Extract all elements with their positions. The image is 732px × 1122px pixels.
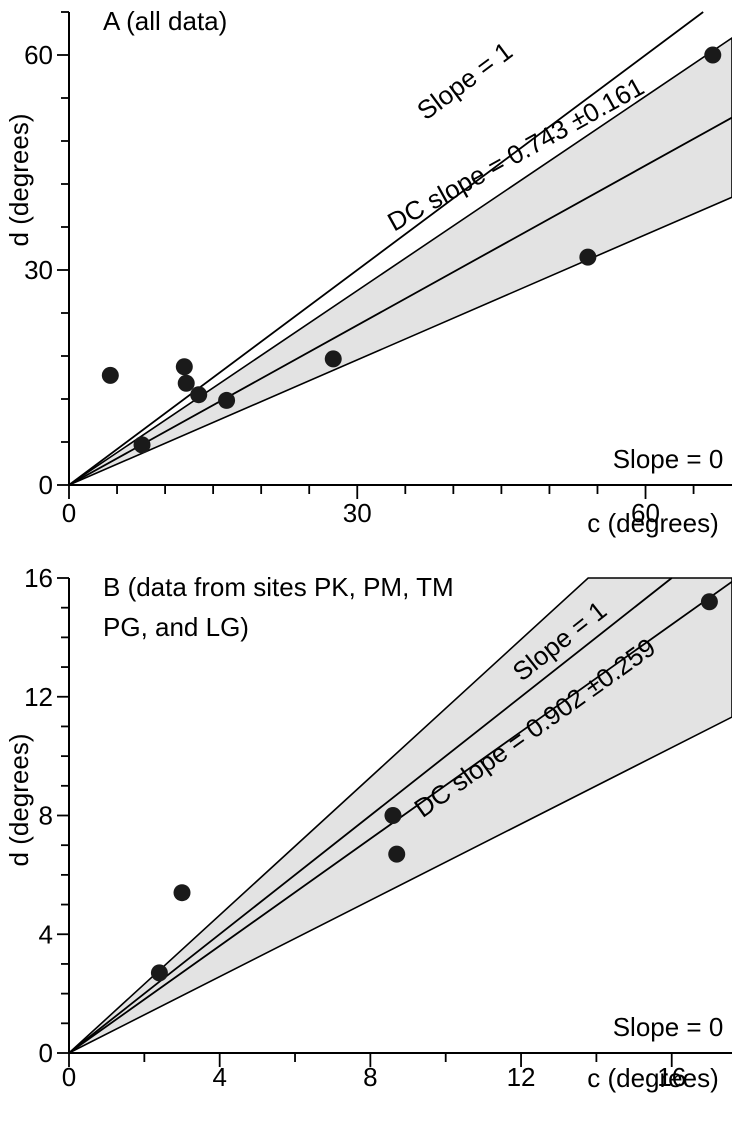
panel-a-reference-lines: [68, 11, 732, 486]
panel-a-data-point: [324, 350, 342, 368]
panel-a-data-point: [133, 436, 151, 454]
panel-b-data-point: [384, 807, 402, 824]
panel-b-y-tick-label: 16: [24, 563, 53, 593]
panel-b-x-tick-label: 8: [363, 1062, 377, 1092]
panel-b-x-tick-label: 0: [62, 1062, 76, 1092]
panel-b-data-point: [150, 964, 168, 982]
panel-b-data-point: [700, 593, 718, 611]
panel-a-y-tick-label: 30: [24, 255, 53, 285]
panel-a-axes: 0 30 60 0 30 60: [24, 11, 732, 528]
panel-b-line-0: [68, 577, 673, 1054]
panel-a-x-axis-label: c (degrees): [587, 508, 719, 538]
panel-b-axes: 0 4 8 12 16 0 4 8 12 16: [24, 563, 732, 1092]
panel-a-title: A (all data): [103, 6, 227, 36]
panel-a-x-tick-label: 30: [343, 498, 372, 528]
panel-a-confidence-band: [68, 37, 732, 486]
panel-a-x-tick-label: 60: [631, 498, 660, 528]
panel-a: 0 30 60 0 30 60 A (all data) c (degrees) d (d…: [4, 6, 732, 538]
panel-a-y-tick-label: 0: [39, 470, 53, 500]
panel-b-y-tick-label: 4: [39, 919, 53, 949]
panel-a-data-point: [101, 366, 119, 384]
panel-a-slope-0-label: Slope = 0: [613, 444, 724, 474]
panel-a-data-point: [579, 248, 597, 266]
panel-b-data-point: [173, 884, 191, 902]
panel-b-y-axis-label: d (degrees): [4, 734, 34, 867]
panel-a-y-tick-label: 60: [24, 40, 53, 70]
panel-a-line-0: [68, 11, 704, 486]
panel-b-x-tick-label: 12: [507, 1062, 536, 1092]
panel-b-y-tick-label: 12: [24, 682, 53, 712]
panel-a-data-point: [177, 374, 195, 392]
panel-a-data-point: [218, 391, 236, 409]
panel-b-x-axis-label: c (degrees): [587, 1063, 719, 1093]
panel-b-slope-0-label: Slope = 0: [613, 1012, 724, 1042]
panel-a-points: [101, 46, 722, 454]
panel-b: 0 4 8 12 16 0 4 8 12 16 B (data from sites PK, PM…: [4, 563, 732, 1093]
panel-b-x-tick-label: 4: [212, 1062, 226, 1092]
panel-b-title-line-1: B (data from sites PK, PM, TM: [103, 572, 454, 602]
panel-a-data-point: [190, 386, 208, 404]
panel-b-y-tick-label: 8: [39, 801, 53, 831]
panel-b-y-tick-label: 0: [39, 1038, 53, 1068]
panel-a-data-point: [704, 46, 722, 64]
panel-a-line-1: [68, 116, 732, 486]
panel-a-x-tick-label: 0: [62, 498, 76, 528]
panel-b-points: [150, 593, 718, 982]
panel-a-band-area: [68, 37, 732, 486]
panel-b-data-point: [388, 845, 406, 863]
panel-a-y-axis-label: d (degrees): [4, 114, 34, 247]
panel-a-data-point: [175, 358, 193, 376]
panel-a-slope-1-label: Slope = 1: [411, 36, 518, 126]
panel-b-x-tick-label: 16: [657, 1062, 686, 1092]
panel-b-title-line-2: PG, and LG): [103, 612, 249, 642]
